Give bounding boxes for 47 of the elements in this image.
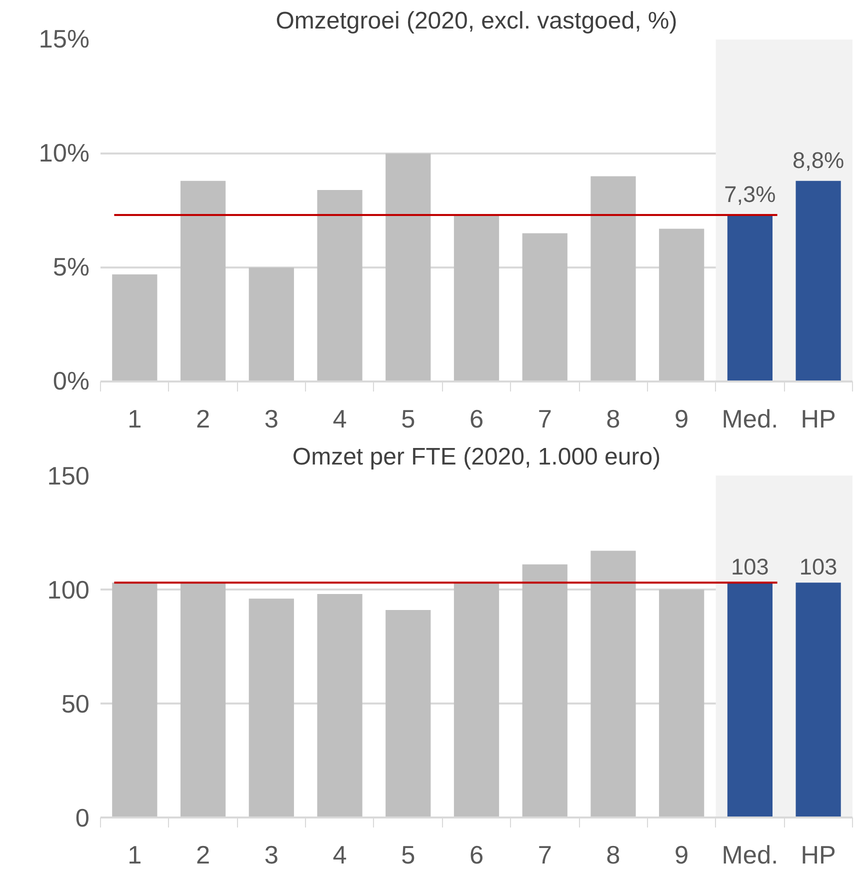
x-tick-label: 2	[196, 406, 210, 434]
y-tick-label: 15%	[38, 26, 90, 54]
x-tick-label: 6	[469, 842, 484, 870]
bar	[317, 190, 362, 382]
x-tick-label: 4	[332, 406, 347, 434]
x-tick-label: 9	[674, 406, 689, 434]
bar	[522, 233, 568, 382]
data-label: 103	[799, 554, 838, 580]
y-tick-label: 150	[47, 462, 90, 490]
x-tick-label: Med.	[722, 406, 778, 434]
x-tick-label: 5	[401, 842, 416, 870]
x-tick-label: 1	[128, 406, 142, 434]
y-tick-label: 5%	[52, 254, 90, 282]
x-tick-label: 8	[606, 842, 620, 870]
x-tick-label: HP	[800, 842, 836, 870]
chart-title: Omzet per FTE (2020, 1.000 euro)	[292, 444, 661, 470]
x-tick-label: 8	[606, 406, 620, 434]
chart-title: Omzetgroei (2020, excl. vastgoed, %)	[276, 8, 678, 34]
x-tick-label: 9	[674, 842, 689, 870]
y-tick-label: 50	[61, 690, 90, 718]
bar	[796, 180, 841, 382]
x-tick-label: 4	[332, 842, 347, 870]
x-tick-label: HP	[800, 406, 836, 434]
x-tick-label: Med.	[722, 842, 778, 870]
data-label: 7,3%	[724, 181, 776, 208]
y-tick-label: 0	[75, 804, 90, 832]
bar	[454, 215, 500, 382]
x-tick-label: 2	[196, 842, 210, 870]
data-label: 8,8%	[792, 146, 844, 173]
data-label: 103	[731, 554, 769, 580]
x-tick-label: 3	[264, 406, 278, 434]
bar	[180, 180, 226, 382]
x-tick-label: 3	[264, 842, 278, 870]
bar	[112, 274, 158, 382]
y-tick-label: 0%	[52, 368, 90, 396]
x-tick-label: 7	[538, 842, 552, 870]
y-tick-label: 10%	[38, 140, 90, 168]
bar	[659, 228, 704, 382]
bar	[386, 154, 431, 382]
x-tick-label: 5	[401, 406, 416, 434]
x-tick-label: 6	[469, 406, 484, 434]
x-tick-label: 1	[128, 842, 142, 870]
x-tick-label: 7	[538, 406, 552, 434]
bar	[248, 268, 294, 382]
bar	[590, 176, 636, 382]
y-tick-label: 100	[47, 576, 90, 604]
bar	[727, 215, 773, 382]
